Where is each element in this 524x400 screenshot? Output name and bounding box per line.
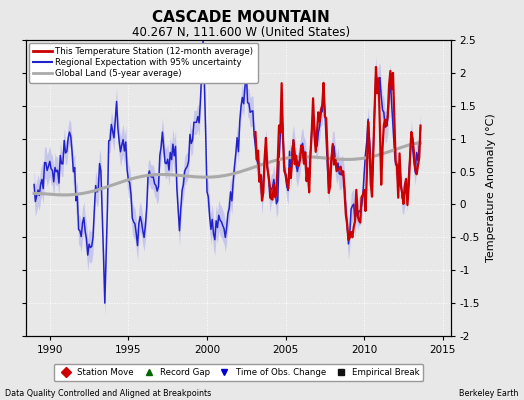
Text: 40.267 N, 111.600 W (United States): 40.267 N, 111.600 W (United States)	[132, 26, 350, 39]
Text: Data Quality Controlled and Aligned at Breakpoints: Data Quality Controlled and Aligned at B…	[5, 389, 212, 398]
Text: Berkeley Earth: Berkeley Earth	[460, 389, 519, 398]
Y-axis label: Temperature Anomaly (°C): Temperature Anomaly (°C)	[486, 114, 496, 262]
Legend: Station Move, Record Gap, Time of Obs. Change, Empirical Break: Station Move, Record Gap, Time of Obs. C…	[53, 364, 423, 380]
Text: CASCADE MOUNTAIN: CASCADE MOUNTAIN	[152, 10, 330, 25]
